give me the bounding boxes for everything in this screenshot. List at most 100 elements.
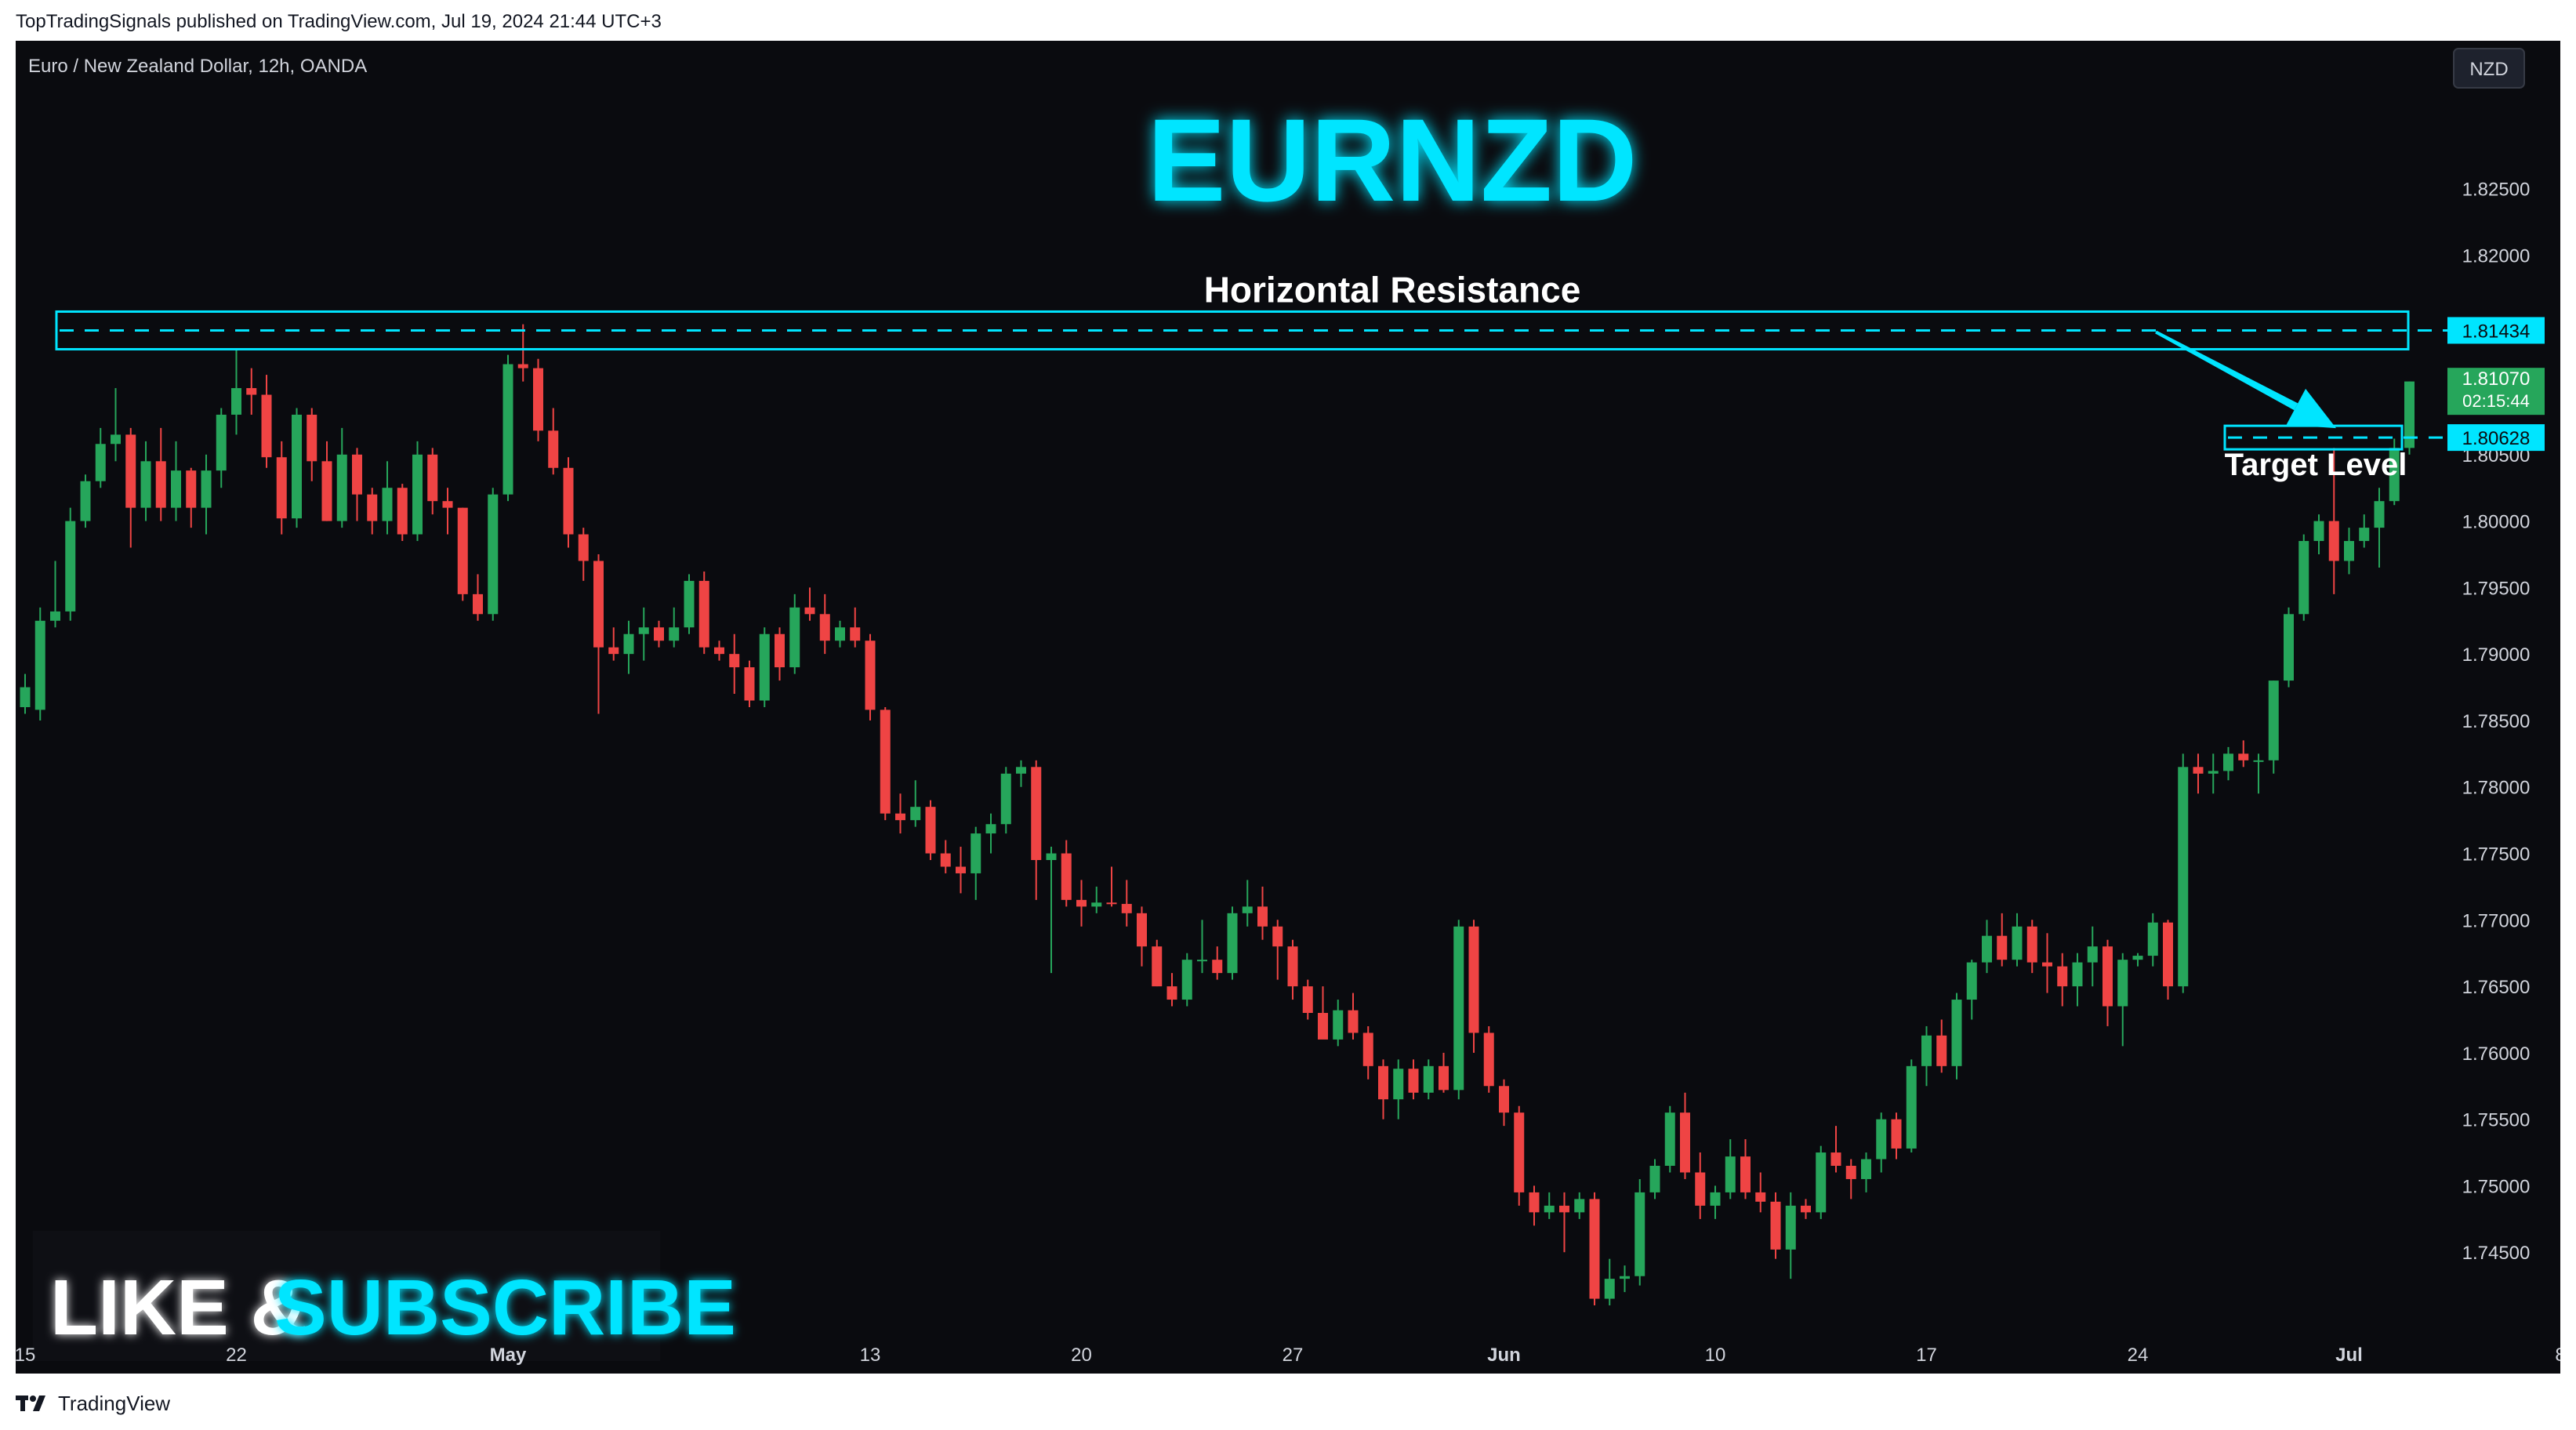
price-tick-label: 1.78000 (2462, 778, 2531, 799)
candle (2042, 933, 2052, 993)
candle (910, 780, 921, 827)
candle-body (1076, 899, 1087, 907)
candle-body (971, 833, 981, 873)
candle (140, 441, 151, 521)
candle (1318, 986, 1328, 1040)
candle (2193, 753, 2204, 794)
candle-body (593, 561, 604, 648)
candle-body (1121, 903, 1132, 913)
time-tick-label: 15 (16, 1345, 35, 1366)
candle (2087, 926, 2098, 987)
currency-button[interactable]: NZD (2453, 48, 2525, 89)
candle (1529, 1185, 1540, 1226)
candle (1302, 979, 1313, 1020)
candle (95, 427, 106, 488)
candle (307, 408, 317, 481)
current-price: 1.81070 (2462, 368, 2531, 390)
price-tick-label: 1.79500 (2462, 578, 2531, 599)
candle-body (1468, 926, 1479, 1033)
candle-body (2284, 614, 2294, 681)
candle-body (1152, 946, 1163, 987)
candle-body (654, 627, 664, 641)
chart-background (16, 41, 2560, 1374)
candle-body (276, 457, 287, 519)
candle (80, 474, 91, 528)
candle-body (111, 434, 121, 445)
time-tick-label: 27 (1283, 1345, 1304, 1366)
candle-body (1529, 1192, 1540, 1213)
candle-body (2132, 956, 2143, 960)
time-axis[interactable]: 1522May132027Jun101724Jul81522Aug (16, 1345, 2560, 1366)
candle-body (1227, 913, 1238, 974)
candle (2103, 939, 2113, 1026)
candle-body (261, 394, 272, 458)
candle-body (563, 467, 574, 535)
candle (2147, 913, 2158, 967)
candle (1906, 1059, 1917, 1153)
resistance-zone[interactable] (55, 310, 2410, 350)
candle (880, 707, 891, 821)
candle-body (382, 488, 393, 521)
candle-body (1620, 1276, 1630, 1279)
bar-countdown: 02:15:44 (2462, 391, 2530, 411)
candle (1393, 1059, 1404, 1120)
candle-body (956, 866, 966, 873)
resistance-label: Horizontal Resistance (1204, 269, 1581, 310)
candle-body (1318, 1013, 1328, 1040)
candle-body (65, 521, 76, 612)
candle (819, 593, 830, 655)
candle-body (1378, 1065, 1388, 1100)
candle-body (1302, 986, 1313, 1013)
candle (2328, 448, 2339, 594)
candle (276, 441, 287, 535)
candle (427, 448, 438, 515)
candle (1785, 1192, 1796, 1279)
candle (1031, 760, 1042, 900)
candle-body (1091, 902, 1102, 907)
price-tick-label: 1.82500 (2462, 180, 2531, 201)
promo-banner: LIKE & SUBSCRIBE (33, 1231, 736, 1361)
candle (50, 561, 60, 628)
candle-body (1876, 1119, 1887, 1160)
price-axis[interactable]: 1.74500 1.75000 1.75500 1.76000 1.76500 1.770… (2462, 180, 2531, 1265)
resistance-price: 1.81434 (2462, 321, 2531, 342)
candle (1740, 1139, 1751, 1200)
candle (1604, 1258, 1615, 1306)
candle-body (1137, 913, 1147, 947)
candle-body (1604, 1279, 1615, 1299)
candle (1801, 1199, 1811, 1219)
candle (1589, 1192, 1600, 1306)
candle (835, 620, 845, 648)
candle-body (2193, 767, 2204, 774)
currency-button-frame[interactable] (2453, 48, 2525, 89)
candle (2208, 753, 2219, 794)
candle-body (729, 654, 740, 668)
candle-body (186, 470, 197, 508)
candle-body (125, 434, 136, 508)
arrow-to-target (2155, 330, 2336, 429)
candle-body (427, 454, 438, 502)
candle (1121, 880, 1132, 927)
candle-body (2147, 922, 2158, 956)
candle-body (759, 633, 770, 701)
symbol-title: Euro / New Zealand Dollar, 12h, OANDA (28, 56, 367, 77)
candle (1378, 1059, 1388, 1120)
candle-body (20, 687, 31, 707)
candle-body (1061, 853, 1072, 900)
candle (804, 587, 815, 621)
candle-body (2117, 960, 2128, 1007)
time-tick-label: 22 (226, 1345, 247, 1366)
candle-body (1423, 1065, 1434, 1093)
candle (2313, 514, 2324, 554)
candle (548, 408, 559, 475)
candle (1242, 880, 1253, 927)
candle (2344, 528, 2354, 575)
candle (940, 840, 951, 873)
candle (1830, 1126, 1841, 1173)
candle-body (336, 454, 347, 521)
candle-body (2208, 771, 2219, 774)
candle (971, 826, 981, 900)
candlestick-chart[interactable]: Horizontal Resistance Target Level Euro … (16, 41, 2560, 1374)
chart-panel[interactable]: Horizontal Resistance Target Level Euro … (16, 41, 2560, 1374)
